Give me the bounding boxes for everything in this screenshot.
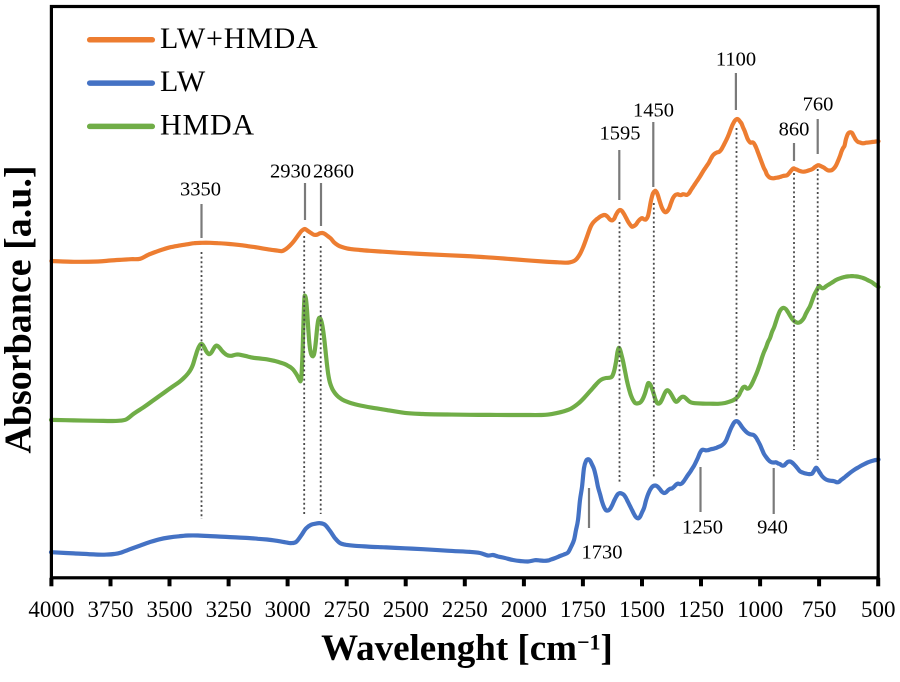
svg-text:LW+HMDA: LW+HMDA bbox=[160, 22, 319, 55]
svg-text:3250: 3250 bbox=[206, 597, 252, 622]
svg-text:2000: 2000 bbox=[501, 597, 547, 622]
svg-text:Absorbance [a.u.]: Absorbance [a.u.] bbox=[0, 165, 40, 453]
svg-text:860: 860 bbox=[779, 119, 810, 141]
svg-text:2860: 2860 bbox=[313, 161, 354, 183]
svg-text:940: 940 bbox=[757, 517, 788, 539]
svg-text:1250: 1250 bbox=[678, 597, 724, 622]
svg-text:Wavelenght [cm−1]: Wavelenght [cm−1] bbox=[321, 628, 613, 669]
svg-text:760: 760 bbox=[803, 94, 834, 116]
svg-text:500: 500 bbox=[861, 597, 896, 622]
svg-text:3000: 3000 bbox=[265, 597, 311, 622]
svg-text:1595: 1595 bbox=[600, 123, 641, 145]
svg-text:1250: 1250 bbox=[682, 517, 723, 539]
svg-text:HMDA: HMDA bbox=[160, 108, 255, 141]
svg-text:1450: 1450 bbox=[633, 100, 674, 122]
svg-text:2500: 2500 bbox=[383, 597, 429, 622]
svg-text:2750: 2750 bbox=[324, 597, 370, 622]
svg-text:1100: 1100 bbox=[716, 49, 756, 71]
svg-text:3500: 3500 bbox=[147, 597, 193, 622]
svg-text:2250: 2250 bbox=[442, 597, 488, 622]
svg-text:750: 750 bbox=[802, 597, 837, 622]
svg-text:4000: 4000 bbox=[28, 597, 74, 622]
svg-text:3750: 3750 bbox=[88, 597, 134, 622]
svg-text:1730: 1730 bbox=[582, 542, 623, 564]
svg-text:1750: 1750 bbox=[560, 597, 606, 622]
svg-text:LW: LW bbox=[160, 65, 206, 98]
svg-text:2930: 2930 bbox=[270, 161, 311, 183]
svg-text:1000: 1000 bbox=[737, 597, 783, 622]
svg-text:1500: 1500 bbox=[619, 597, 665, 622]
svg-text:3350: 3350 bbox=[180, 179, 221, 201]
